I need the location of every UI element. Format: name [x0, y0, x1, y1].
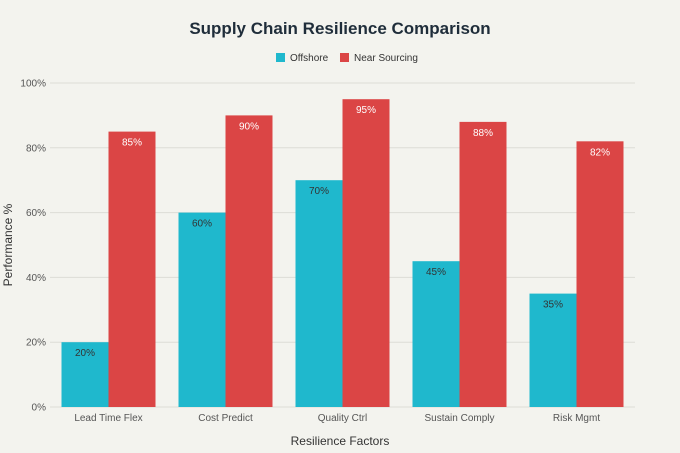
legend: Offshore Near Sourcing — [276, 53, 418, 64]
x-tick-label-0: Lead Time Flex — [74, 413, 142, 424]
bar-1-0 — [108, 131, 156, 407]
bar-1-4 — [576, 141, 624, 407]
bar-1-2 — [342, 99, 390, 407]
y-axis-label: Performance % — [1, 203, 15, 286]
y-tick-label-0: 0% — [32, 403, 47, 414]
x-tick-label-3: Sustain Comply — [424, 413, 494, 424]
chart-title: Supply Chain Resilience Comparison — [189, 19, 490, 38]
x-axis-label: Resilience Factors — [291, 434, 390, 448]
x-tick-label-4: Risk Mgmt — [553, 413, 600, 424]
bar-0-4 — [529, 293, 577, 407]
data-label-1-1: 90% — [239, 121, 259, 132]
y-tick-label-1: 20% — [26, 338, 46, 349]
data-label-0-0: 20% — [75, 348, 95, 359]
bar-1-1 — [225, 115, 273, 408]
legend-swatch-1 — [340, 53, 349, 62]
x-tick-label-1: Cost Predict — [198, 413, 253, 424]
data-label-1-2: 95% — [356, 105, 376, 116]
y-tick-label-3: 60% — [26, 208, 46, 219]
bar-0-1 — [178, 212, 226, 407]
bar-1-3 — [459, 121, 507, 407]
bar-0-2 — [295, 180, 343, 407]
data-label-1-4: 82% — [590, 147, 610, 158]
data-label-0-3: 45% — [426, 267, 446, 278]
y-tick-label-5: 100% — [20, 79, 46, 90]
bar-0-0 — [61, 342, 109, 407]
data-label-1-3: 88% — [473, 128, 493, 139]
legend-label-1: Near Sourcing — [354, 53, 418, 64]
y-tick-label-2: 40% — [26, 273, 46, 284]
x-tick-label-2: Quality Ctrl — [318, 413, 367, 424]
data-label-0-4: 35% — [543, 300, 563, 311]
y-tick-label-4: 80% — [26, 143, 46, 154]
bar-0-3 — [412, 261, 460, 407]
data-label-0-2: 70% — [309, 186, 329, 197]
legend-swatch-0 — [276, 53, 285, 62]
x-axis-ticks: Lead Time Flex Cost Predict Quality Ctrl Su… — [74, 413, 600, 424]
legend-label-0: Offshore — [290, 53, 329, 64]
data-label-1-0: 85% — [122, 138, 142, 149]
data-label-0-1: 60% — [192, 219, 212, 230]
bars: 20% 85% 60% 90% 70% 95% 45% 88% 35% 82% — [61, 99, 624, 408]
y-axis-ticks: 0% 20% 40% 60% 80% 100% — [20, 79, 46, 414]
